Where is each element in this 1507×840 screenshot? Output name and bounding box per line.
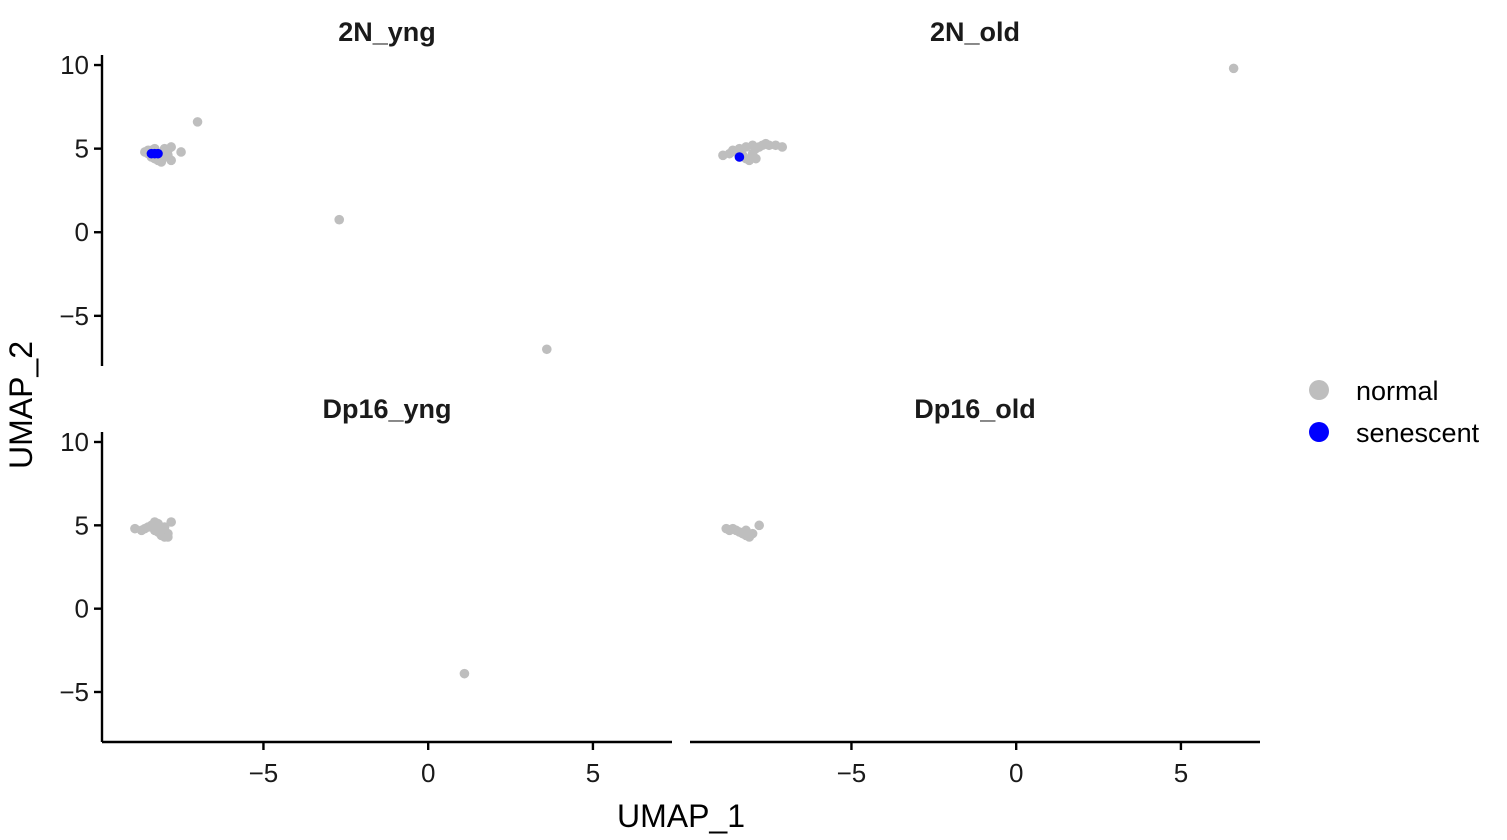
legend-label: normal	[1356, 376, 1439, 406]
point-normal	[751, 153, 761, 164]
y-tick-label: 5	[75, 134, 89, 164]
point-senescent	[734, 152, 745, 162]
point-normal	[163, 532, 173, 542]
x-tick-label: 5	[586, 758, 600, 788]
facet-title: 2N_old	[930, 17, 1020, 47]
point-normal	[176, 147, 186, 157]
point-normal	[166, 142, 176, 152]
facet-title: Dp16_old	[914, 394, 1036, 424]
facet-title: 2N_yng	[338, 17, 436, 47]
point-normal	[747, 528, 758, 539]
y-tick-label: 5	[75, 510, 89, 540]
legend-key-senescent	[1309, 422, 1329, 442]
x-tick-label: −5	[837, 758, 867, 788]
point-normal	[764, 140, 774, 151]
point-normal	[1228, 63, 1239, 74]
y-tick-label: −5	[59, 677, 89, 707]
y-axis-title: UMAP_2	[3, 341, 39, 469]
y-tick-label: 0	[75, 217, 89, 247]
x-tick-label: 5	[1174, 758, 1188, 788]
point-senescent	[153, 148, 163, 159]
point-normal	[541, 344, 552, 355]
y-tick-label: −5	[59, 301, 89, 331]
y-tick-label: 10	[60, 50, 89, 80]
point-normal	[459, 668, 470, 679]
point-normal	[777, 142, 788, 152]
point-normal	[166, 517, 176, 527]
point-normal	[163, 150, 173, 161]
facet-title: Dp16_yng	[322, 394, 451, 424]
x-axis-title: UMAP_1	[617, 798, 745, 834]
legend-key-normal	[1309, 380, 1329, 400]
point-normal	[149, 525, 160, 536]
point-normal	[754, 520, 764, 531]
legend-label: senescent	[1356, 418, 1480, 448]
x-tick-label: 0	[421, 758, 435, 788]
y-tick-label: 0	[75, 594, 89, 624]
facet-panel-Dp16_yng: Dp16_yng 10 5 0 −5 −5 0 5	[59, 394, 672, 788]
y-tick-label: 10	[60, 427, 89, 457]
x-tick-label: 0	[1009, 758, 1023, 788]
legend: normal senescent	[1309, 376, 1480, 448]
facet-panel-2N_yng: 2N_yng 10 5 0 −5	[59, 17, 552, 366]
x-tick-label: −5	[249, 758, 279, 788]
point-normal	[741, 142, 751, 152]
point-normal	[192, 117, 203, 127]
facet-panel-2N_old: 2N_old	[718, 17, 1239, 166]
point-normal	[334, 214, 345, 225]
facet-panel-Dp16_old: Dp16_old −5 0 5	[690, 394, 1260, 788]
